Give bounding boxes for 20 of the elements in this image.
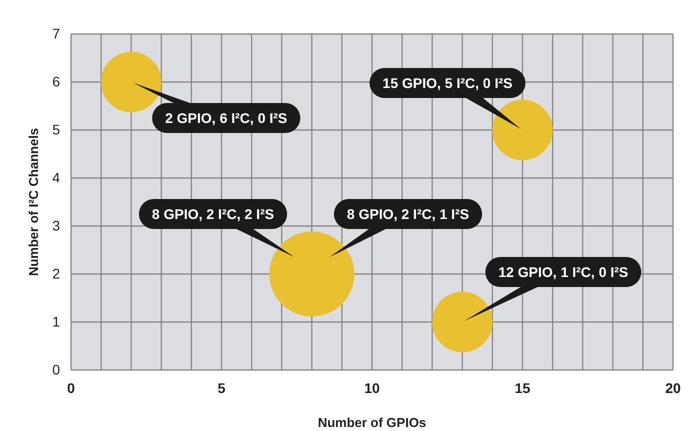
x-tick-label: 5 <box>218 380 226 396</box>
x-axis-title: Number of GPIOs <box>318 415 426 430</box>
y-tick-label: 4 <box>52 169 60 186</box>
y-axis-title: Number of I²C Channels <box>26 128 41 276</box>
annotation: 15 GPIO, 5 I²C, 0 I²S <box>382 75 512 91</box>
y-tick-label: 7 <box>52 25 60 42</box>
y-tick-label: 2 <box>52 265 60 282</box>
y-tick-label: 5 <box>52 121 60 138</box>
x-tick-label: 10 <box>364 380 380 396</box>
x-tick-label: 0 <box>67 380 76 396</box>
x-tick-label: 20 <box>665 380 681 396</box>
x-tick-label: 15 <box>514 380 530 396</box>
annotation: 8 GPIO, 2 I²C, 1 I²S <box>346 206 470 222</box>
y-tick-label: 6 <box>52 73 60 90</box>
annotation: 2 GPIO, 6 I²C, 0 I²S <box>165 110 288 126</box>
annotation: 8 GPIO, 2 I²C, 2 I²S <box>152 206 274 222</box>
y-tick-label: 0 <box>52 361 60 378</box>
y-tick-label: 1 <box>52 313 60 330</box>
annotation: 12 GPIO, 1 I²C, 0 I²S <box>498 264 628 280</box>
y-tick-label: 3 <box>52 217 60 234</box>
